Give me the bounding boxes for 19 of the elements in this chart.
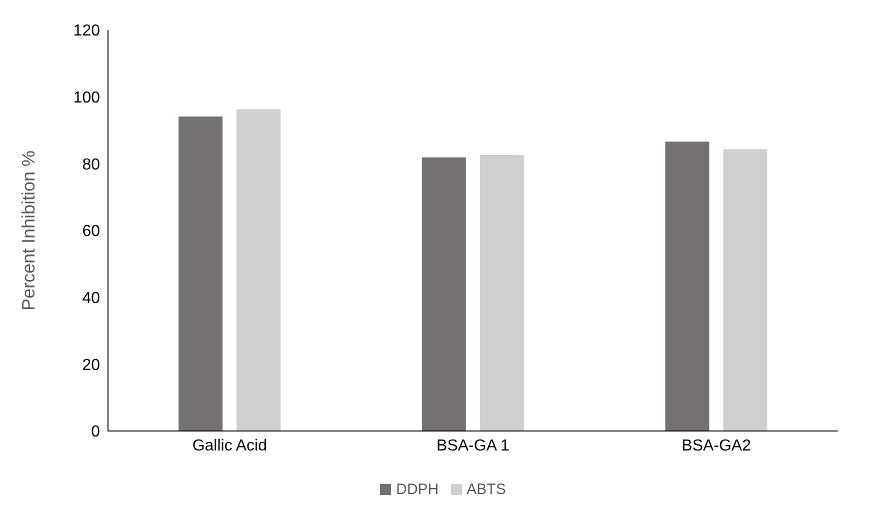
y-tick-label: 60 [82,223,100,240]
bar [236,109,281,431]
legend-label: ABTS [466,481,506,498]
legend-label: DDPH [396,481,439,498]
y-tick-label: 80 [82,156,100,174]
bar [665,142,710,431]
bar [422,157,466,431]
y-tick-label: 40 [82,290,100,308]
bar [178,116,223,431]
y-tick-label: 20 [82,356,100,374]
bar [723,149,768,431]
y-tick-label: 0 [91,424,100,441]
bar [480,154,524,431]
x-tick-label: BSA-GA 1 [436,437,510,454]
y-tick-label: 120 [73,22,100,40]
y-axis-title: Percent Inhibition % [18,150,38,311]
x-tick-label: BSA-GA2 [682,437,752,454]
y-tick-label: 100 [73,90,100,107]
x-tick-label: Gallic Acid [192,437,268,454]
